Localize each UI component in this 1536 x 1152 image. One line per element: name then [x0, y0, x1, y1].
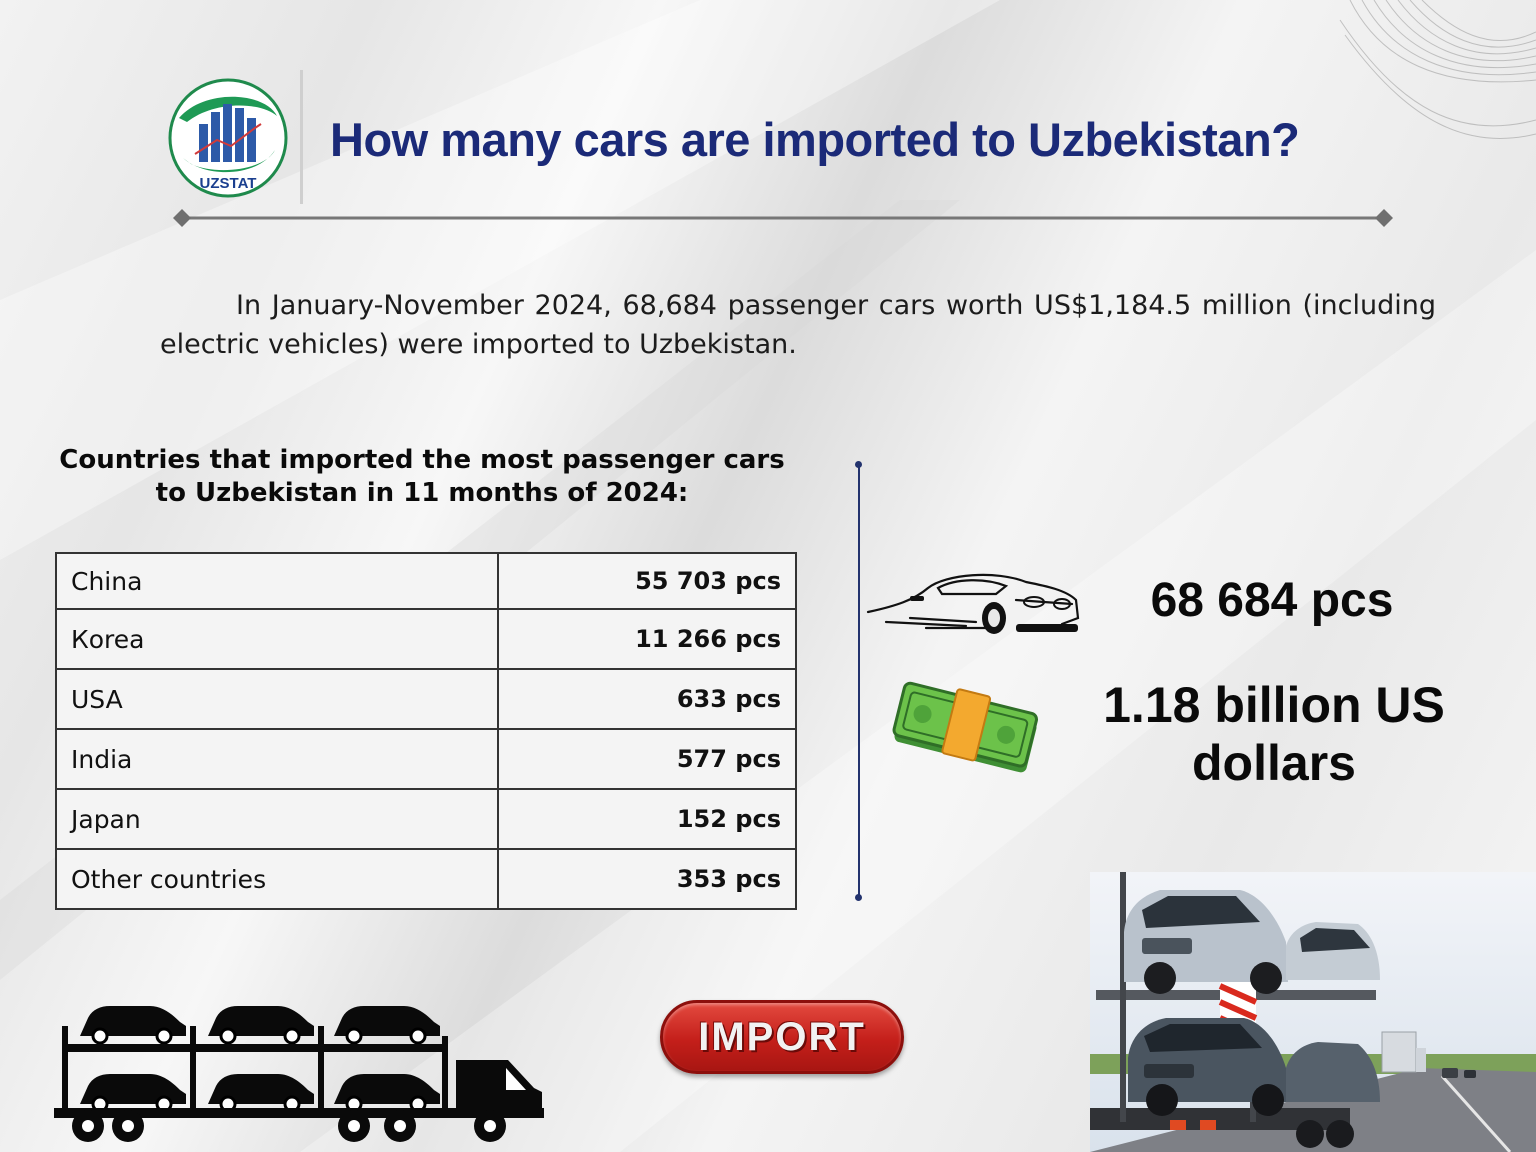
value-cell: 11 266 pcs	[497, 608, 797, 670]
truck-car-upper-3	[334, 1006, 440, 1045]
country-cell: India	[55, 728, 499, 790]
truck-car-lower-3	[334, 1074, 440, 1113]
divider-dot-bottom	[855, 894, 862, 901]
value-cell: 633 pcs	[497, 668, 797, 730]
divider-dot-top	[855, 461, 862, 468]
country-cell: Other countries	[55, 848, 499, 910]
car-icon	[866, 573, 1080, 634]
table-row: Japan 152 pcs	[55, 788, 797, 850]
table-heading: Countries that imported the most passeng…	[59, 445, 785, 508]
imports-by-country-table: China 55 703 pcs Кorea 11 266 pcs USA 63…	[55, 552, 797, 910]
car-carrier-truck-icon	[54, 1006, 544, 1142]
truck-car-upper-2	[208, 1006, 314, 1045]
import-badge-label: IMPORT	[698, 1014, 866, 1059]
page-title: How many cars are imported to Uzbekistan…	[330, 113, 1300, 166]
value-cell: 152 pcs	[497, 788, 797, 850]
truck-car-upper-1	[80, 1006, 186, 1045]
value-cell: 577 pcs	[497, 728, 797, 790]
value-cell: 55 703 pcs	[497, 552, 797, 610]
country-cell: China	[55, 552, 499, 610]
country-cell: Japan	[55, 788, 499, 850]
total-value-stat: 1.18 billion US dollars	[1103, 677, 1445, 791]
truck-car-lower-2	[208, 1074, 314, 1113]
header-divider	[300, 70, 303, 204]
table-row: China 55 703 pcs	[55, 552, 797, 610]
import-badge: IMPORT	[660, 1000, 904, 1074]
logo-text: UZSTAT	[200, 175, 257, 192]
table-row: India 577 pcs	[55, 728, 797, 790]
vertical-divider	[858, 462, 860, 898]
uzstat-logo: UZSTAT	[168, 78, 288, 198]
title-underline	[173, 209, 1393, 227]
money-stack-icon	[892, 681, 1039, 773]
car-transporter-photo	[1090, 872, 1536, 1152]
country-cell: USA	[55, 668, 499, 730]
value-cell: 353 pcs	[497, 848, 797, 910]
country-cell: Кorea	[55, 608, 499, 670]
truck-car-lower-1	[80, 1074, 186, 1113]
intro-paragraph: In January-November 2024, 68,684 passeng…	[160, 290, 1436, 360]
table-row: Other countries 353 pcs	[55, 848, 797, 910]
table-row: USA 633 pcs	[55, 668, 797, 730]
total-cars-stat: 68 684 pcs	[1150, 574, 1394, 627]
table-row: Кorea 11 266 pcs	[55, 608, 797, 670]
